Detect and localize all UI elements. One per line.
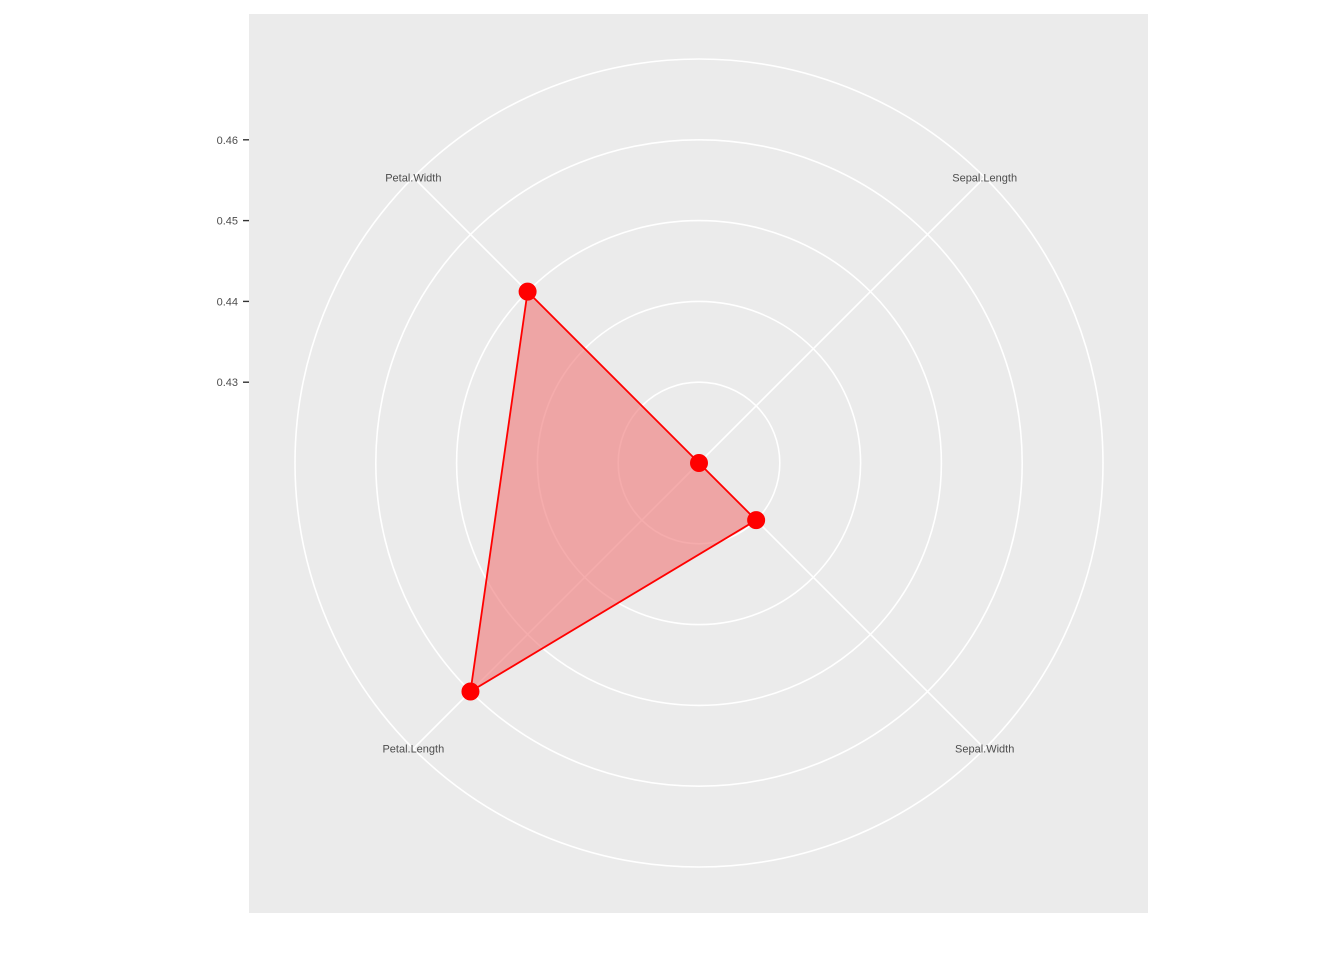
radial-axis: 0.43 0.44 0.45 0.46 xyxy=(217,135,249,389)
data-point-sepal-length xyxy=(690,454,708,472)
axis-label-sepal-length: Sepal.Length xyxy=(952,172,1017,184)
grid-ring-3 xyxy=(374,138,1024,788)
grid-spoke-sepal-length xyxy=(698,176,986,464)
radial-tick-label-2: 0.45 xyxy=(217,216,238,228)
radial-tick-label-0: 0.43 xyxy=(217,377,238,389)
axis-label-petal-length: Petal.Length xyxy=(382,744,444,756)
data-point-petal-length xyxy=(461,682,480,701)
axis-labels: Sepal.Length Sepal.Width Petal.Length Petal… xyxy=(382,172,1017,755)
radial-tick-label-3: 0.46 xyxy=(217,135,238,147)
series-layer xyxy=(461,282,766,701)
axis-label-petal-width: Petal.Width xyxy=(385,172,441,184)
data-point-petal-width xyxy=(518,282,537,301)
axis-label-sepal-width: Sepal.Width xyxy=(955,744,1014,756)
grid-ring-4 xyxy=(294,58,1104,868)
radial-tick-label-1: 0.44 xyxy=(217,296,238,308)
data-point-sepal-width xyxy=(747,511,766,530)
grid-ring-2 xyxy=(455,219,943,707)
